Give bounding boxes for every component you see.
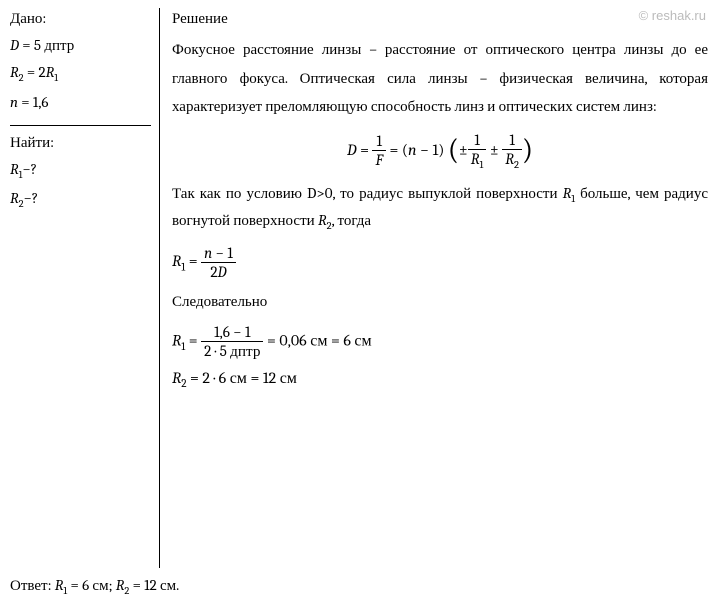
f2-den-2: 2 [210,263,217,281]
f1-frac1-num: 1 [372,132,386,151]
solution-title: Решение [172,8,708,29]
f1-eq2: = ( [386,140,408,158]
f1-rparen: ) [522,134,533,167]
p2-R1: R [563,184,572,202]
ans-label: Ответ: [10,576,55,594]
find-title: Найти: [10,132,151,153]
find-R1: R1−? [10,159,151,183]
var-R2: R [10,63,19,81]
f1-lparen: ( [448,134,459,167]
f2-frac: n − 12D [201,244,236,281]
f2-eq: = [185,252,201,270]
ans-R1val: = 6 см; [67,576,116,594]
given-title: Дано: [10,8,151,29]
watermark: © reshak.ru [639,8,706,23]
f1-frac3: 1R2 [502,131,522,171]
f1-frac3-den: R2 [502,150,522,171]
f3-eq: = [185,331,201,349]
f1-frac2-sub: 1 [480,158,484,171]
f1-D: D [347,140,357,158]
f3-den: 2 · 5 дптр [201,342,263,361]
f3-frac: 1,6 − 12 · 5 дптр [201,323,263,361]
f2-num: n − 1 [201,244,236,263]
given-n: n = 1,6 [10,92,151,113]
f2-den: 2D [201,263,236,281]
solution-p1: Фокусное расстояние линзы – расстояние о… [172,35,708,121]
f3-R: R [172,331,181,349]
formula-4: R2 = 2 · 6 см = 12 см [172,369,708,390]
f4-R: R [172,369,181,387]
f2-den-D: D [218,263,227,281]
f1-frac3-R: R [505,150,514,168]
find-R2: R2−? [10,188,151,212]
given-D: D = 5 дптр [10,35,151,56]
find-R2-q: −? [24,189,39,207]
f2-R: R [172,252,181,270]
answer-line: Ответ: R1 = 6 см; R2 = 12 см. [10,576,708,597]
f4-rest: = 2 · 6 см = 12 см [186,369,296,387]
f2-num-rest: − 1 [212,244,233,262]
ans-R2val: = 12 см. [129,576,179,594]
f1-frac3-num: 1 [502,131,522,150]
find-R1-var: R [10,160,19,178]
f1-pm2: ± [486,140,502,158]
solution-p3: Следовательно [172,289,708,315]
eq-R2: = 2 [24,63,46,81]
given-R2: R2 = 2R1 [10,62,151,86]
formula-3: R1 = 1,6 − 12 · 5 дптр = 0,06 см = 6 см [172,323,708,361]
f1-frac1-den: F [372,151,386,169]
sub-R1-in-R2: 1 [54,72,58,84]
var-D: D [10,36,19,54]
given-section: Дано: D = 5 дптр R2 = 2R1 n = 1,6 [10,8,151,126]
p2-R2: R [318,211,327,229]
val-D: = 5 дптр [19,36,74,54]
f3-num: 1,6 − 1 [201,323,263,342]
main-container: Дано: D = 5 дптр R2 = 2R1 n = 1,6 Найти:… [10,8,708,568]
var-n: n [10,93,18,111]
f1-frac1: 1F [372,132,386,169]
find-R1-q: −? [22,160,37,178]
f3-result: = 0,06 см = 6 см [263,331,371,349]
formula-1: D = 1F = (n − 1) (±1R1 ± 1R2) [172,131,708,171]
f1-frac2-den: R1 [468,150,487,171]
left-column: Дано: D = 5 дптр R2 = 2R1 n = 1,6 Найти:… [10,8,160,568]
solution-p2: Так как по условию D>0, то радиус выпукл… [172,181,708,237]
find-section: Найти: R1−? R2−? [10,132,151,212]
p2c: , тогда [332,211,371,229]
f1-n: n [408,140,417,158]
var-R1-in-R2: R [46,63,55,81]
f1-frac3-sub: 2 [514,158,519,171]
p2a: Так как по условию D>0, то радиус выпукл… [172,184,563,202]
formula-2: R1 = n − 12D [172,244,708,281]
f1-m1: − 1) [417,140,448,158]
f1-pm1: ± [459,140,468,158]
f1-eq: = [357,140,373,158]
val-n: = 1,6 [18,93,48,111]
right-column: Решение Фокусное расстояние линзы – расс… [160,8,708,568]
f1-frac2-num: 1 [468,131,487,150]
f1-frac2: 1R1 [468,131,487,171]
f1-frac2-R: R [471,150,480,168]
find-R2-var: R [10,189,19,207]
